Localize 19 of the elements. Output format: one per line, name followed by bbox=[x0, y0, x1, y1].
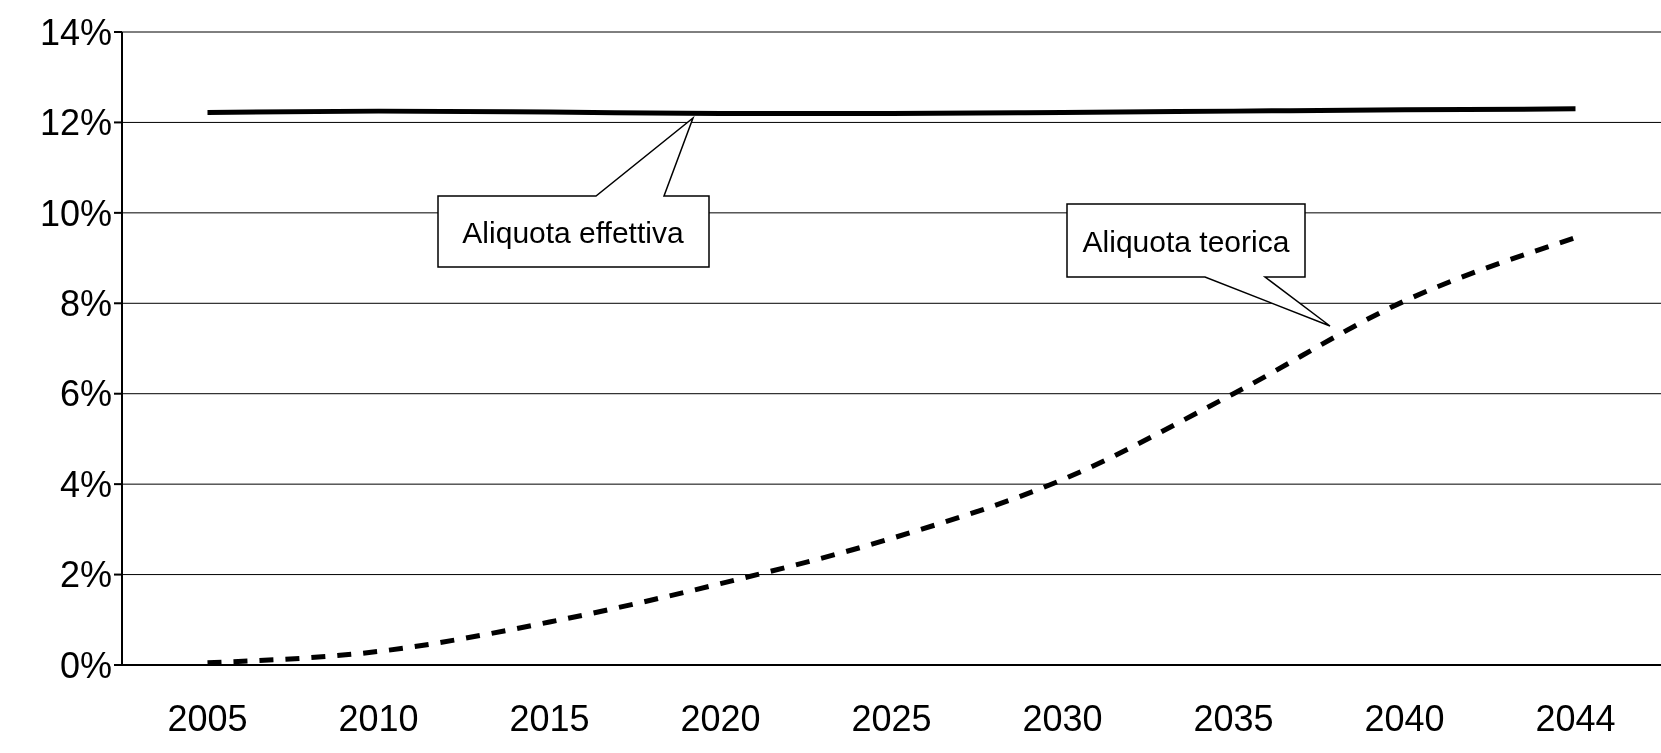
y-tick-label: 0% bbox=[59, 644, 112, 686]
y-tick-label: 10% bbox=[39, 192, 112, 234]
x-tick-label: 2035 bbox=[1193, 697, 1274, 739]
x-tick-label: 2010 bbox=[338, 697, 419, 739]
x-tick-label: 2040 bbox=[1364, 697, 1445, 739]
x-tick-label: 2020 bbox=[680, 697, 761, 739]
annotation: Aliquota teorica bbox=[1082, 224, 1290, 258]
x-tick-label: 2030 bbox=[1022, 697, 1103, 739]
x-tick-label: 2025 bbox=[851, 697, 932, 739]
y-tick-label: 2% bbox=[59, 554, 112, 596]
y-tick-label: 8% bbox=[59, 283, 112, 325]
y-tick-label: 4% bbox=[59, 463, 112, 505]
y-tick-label: 6% bbox=[59, 373, 112, 415]
annotation: Aliquota effettiva bbox=[462, 215, 684, 249]
y-tick-label: 12% bbox=[39, 102, 112, 144]
x-tick-label: 2005 bbox=[167, 697, 248, 739]
x-tick-label: 2044 bbox=[1535, 697, 1616, 739]
y-tick-label: 14% bbox=[39, 11, 112, 53]
x-tick-label: 2015 bbox=[509, 697, 590, 739]
